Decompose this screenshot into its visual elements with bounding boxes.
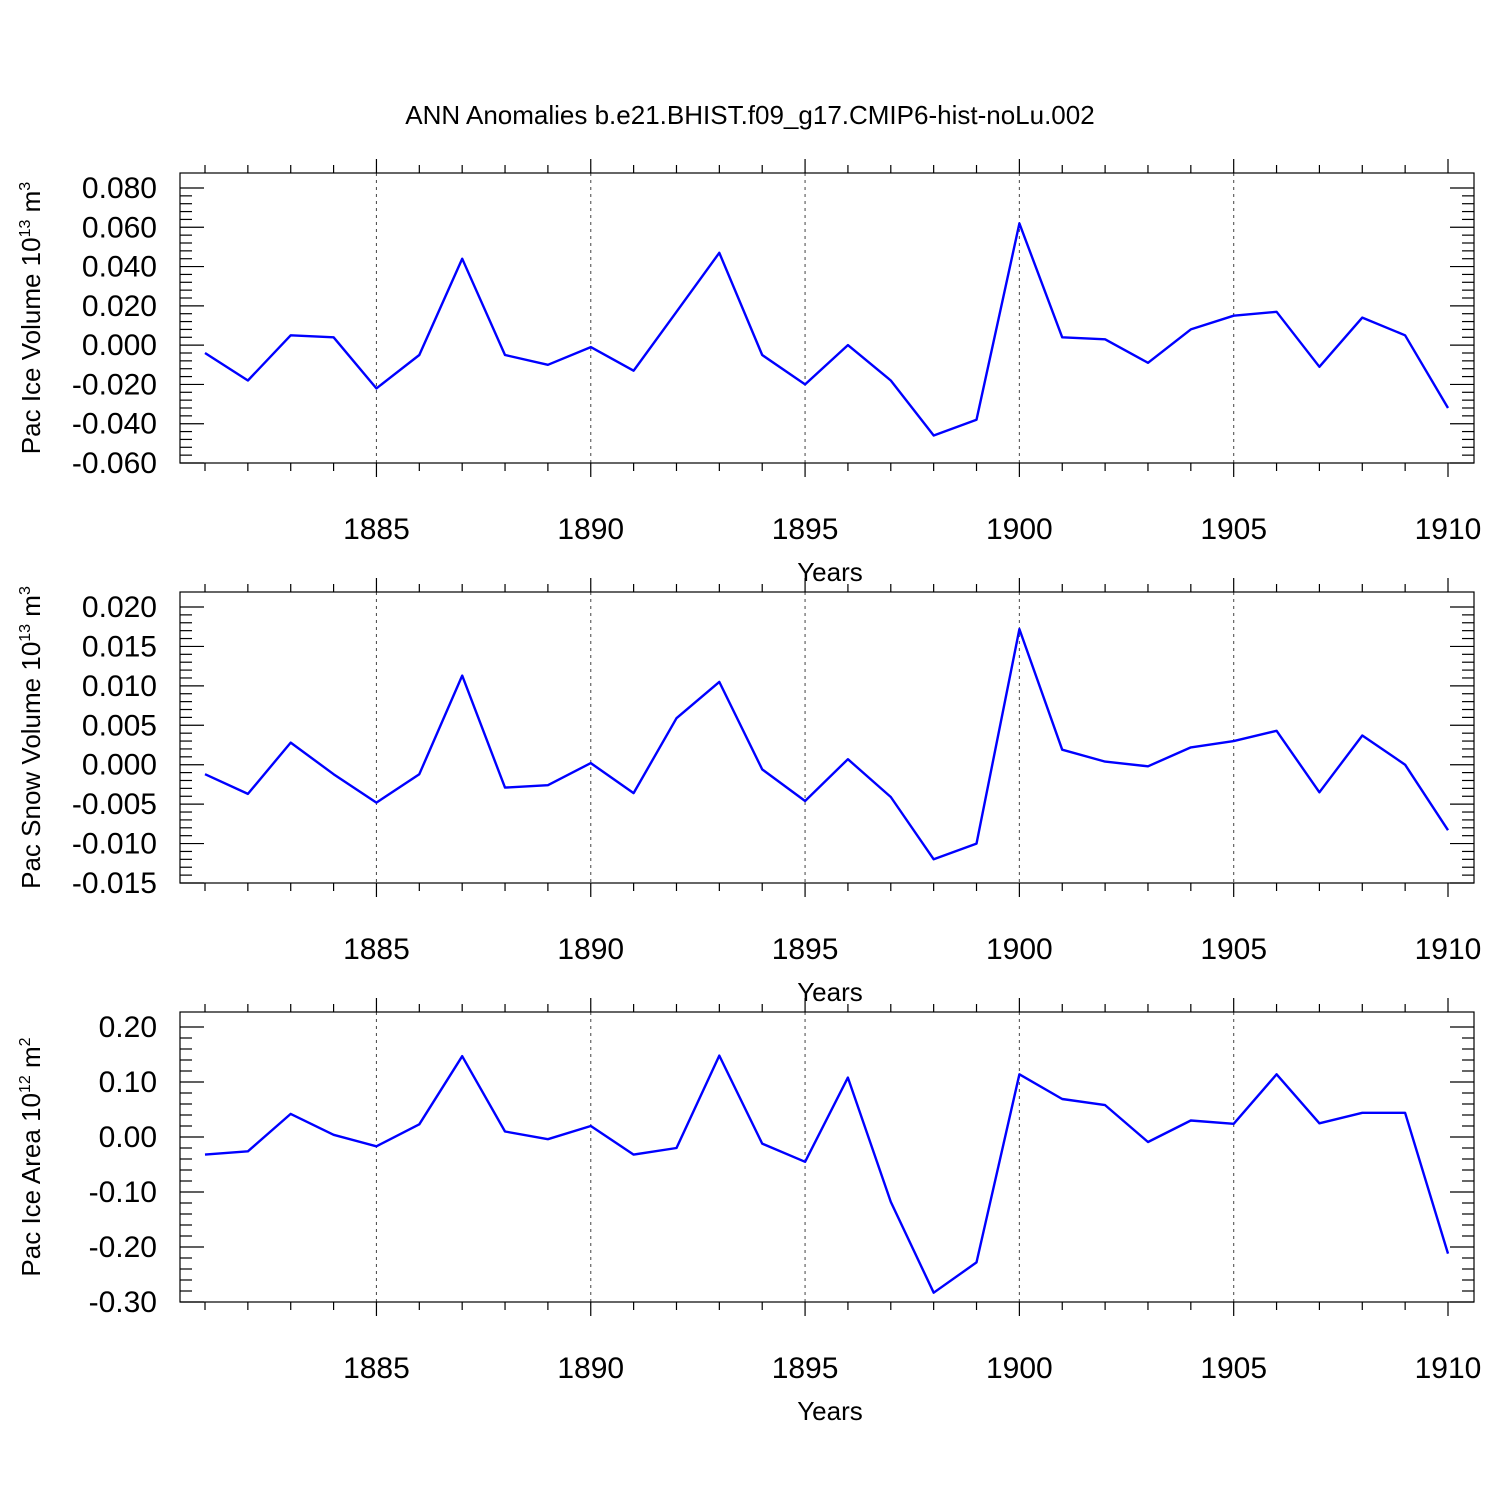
- chart-panel-1: 1885 1890 1895 1900 1905 1910 -0.060 -0.040 -0.0…: [16, 159, 1481, 587]
- x-tick-label: 1905: [1200, 933, 1267, 966]
- x-tick-label: 1885: [343, 933, 410, 966]
- y-tick-label: -0.30: [89, 1286, 157, 1319]
- figure-title: ANN Anomalies b.e21.BHIST.f09_g17.CMIP6-…: [405, 100, 1094, 130]
- y-axis-title-part: m: [16, 1046, 46, 1075]
- x-tick-label: 1895: [772, 1352, 839, 1385]
- y-axis-title-part: Pac Ice Area 10: [16, 1093, 46, 1277]
- y-tick-label: -0.010: [72, 828, 157, 861]
- series-line: [204, 1054, 1450, 1294]
- plot-frame: [179, 172, 1475, 464]
- x-tick-label: 1910: [1415, 933, 1482, 966]
- y-axis-title-part: m: [16, 595, 46, 624]
- y-axis-title-superscript: 3: [17, 182, 34, 191]
- y-tick-label: 0.000: [82, 749, 157, 782]
- y-axis-title-superscript: 2: [17, 1037, 34, 1046]
- x-tick-label: 1900: [986, 933, 1053, 966]
- y-tick-label: -0.015: [72, 867, 157, 900]
- y-tick-label: 0.20: [99, 1011, 157, 1044]
- y-axis-title-part: Pac Ice Volume 10: [16, 237, 46, 454]
- y-axis-title-superscript: 3: [17, 586, 34, 595]
- y-axis-title: Pac Ice Volume 1013 m3: [16, 182, 46, 455]
- y-tick-label: -0.005: [72, 788, 157, 821]
- x-axis-title: Years: [797, 977, 863, 1007]
- x-tick-label: 1895: [772, 933, 839, 966]
- chart-panel-3: 1885 1890 1895 1900 1905 1910 -0.30 -0.20 -0.10 0…: [16, 998, 1481, 1426]
- y-axis-title: Pac Snow Volume 1013 m3: [16, 586, 46, 889]
- x-tick-label: 1910: [1415, 513, 1482, 546]
- y-axis-title: Pac Ice Area 1012 m2: [16, 1037, 46, 1276]
- y-tick-label: 0.00: [99, 1121, 157, 1154]
- y-axis-title-superscript: 13: [17, 219, 34, 237]
- y-axis-title-superscript: 13: [17, 624, 34, 642]
- y-tick-label: 0.080: [82, 172, 157, 205]
- y-tick-label: 0.020: [82, 591, 157, 624]
- x-tick-label: 1905: [1200, 513, 1267, 546]
- x-axis-title: Years: [797, 1396, 863, 1426]
- y-tick-label: 0.000: [82, 329, 157, 362]
- x-tick-label: 1890: [557, 1352, 624, 1385]
- y-tick-label: 0.020: [82, 290, 157, 323]
- plot-frame: [179, 1011, 1475, 1303]
- plot-frame: [179, 591, 1475, 884]
- chart-panel-2: 1885 1890 1895 1900 1905 1910 -0.015 -0.010 -0.0…: [16, 578, 1481, 1007]
- y-tick-label: -0.020: [72, 368, 157, 401]
- y-tick-label: 0.015: [82, 630, 157, 663]
- panels: 1885 1890 1895 1900 1905 1910 -0.060 -0.040 -0.0…: [16, 159, 1481, 1426]
- y-tick-label: 0.010: [82, 670, 157, 703]
- x-tick-label: 1900: [986, 1352, 1053, 1385]
- x-tick-label: 1895: [772, 513, 839, 546]
- y-tick-label: 0.060: [82, 211, 157, 244]
- x-tick-label: 1900: [986, 513, 1053, 546]
- y-tick-label: 0.005: [82, 709, 157, 742]
- series-line: [204, 627, 1450, 861]
- x-tick-label: 1890: [557, 513, 624, 546]
- y-tick-label: -0.040: [72, 408, 157, 441]
- x-tick-label: 1885: [343, 1352, 410, 1385]
- x-axis-title: Years: [797, 557, 863, 587]
- x-tick-label: 1890: [557, 933, 624, 966]
- y-axis-title-superscript: 12: [17, 1075, 34, 1093]
- y-tick-label: 0.10: [99, 1066, 157, 1099]
- x-tick-label: 1910: [1415, 1352, 1482, 1385]
- x-tick-label: 1905: [1200, 1352, 1267, 1385]
- y-tick-label: -0.10: [89, 1176, 157, 1209]
- series-line: [204, 222, 1450, 437]
- y-tick-label: -0.060: [72, 447, 157, 480]
- y-tick-label: 0.040: [82, 251, 157, 284]
- x-tick-label: 1885: [343, 513, 410, 546]
- y-axis-title-part: Pac Snow Volume 10: [16, 642, 46, 889]
- y-tick-label: -0.20: [89, 1231, 157, 1264]
- y-axis-title-part: m: [16, 191, 46, 220]
